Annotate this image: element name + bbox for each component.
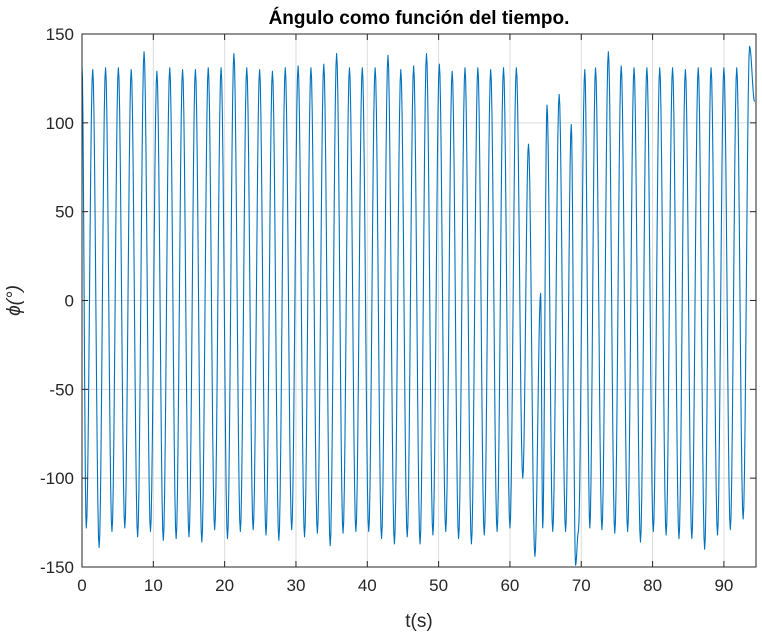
x-tick-label: 20	[215, 576, 234, 595]
x-tick-label: 60	[500, 576, 519, 595]
series-layer	[81, 45, 756, 566]
axis-ticks: 0 10 20 30 40 50 60 70 80 90 -150 -100 -50 0 50 100 150	[40, 25, 756, 595]
y-tick-label: 150	[46, 25, 74, 44]
x-tick-label: 80	[643, 576, 662, 595]
series-line	[81, 45, 756, 566]
x-axis-label: t(s)	[405, 611, 432, 632]
y-axis-label: ϕ(°)	[4, 285, 25, 316]
y-tick-label: -100	[40, 469, 74, 488]
x-tick-label: 90	[714, 576, 733, 595]
y-tick-label: -50	[49, 380, 74, 399]
x-tick-label: 0	[77, 576, 86, 595]
chart-title: Ángulo como función del tiempo.	[269, 7, 570, 29]
x-tick-label: 70	[572, 576, 591, 595]
y-tick-label: 100	[46, 114, 74, 133]
x-tick-label: 50	[429, 576, 448, 595]
y-tick-label: -150	[40, 558, 74, 577]
x-tick-label: 30	[287, 576, 306, 595]
y-tick-label: 0	[65, 292, 74, 311]
x-tick-label: 40	[358, 576, 377, 595]
x-tick-label: 10	[144, 576, 163, 595]
y-tick-label: 50	[55, 203, 74, 222]
